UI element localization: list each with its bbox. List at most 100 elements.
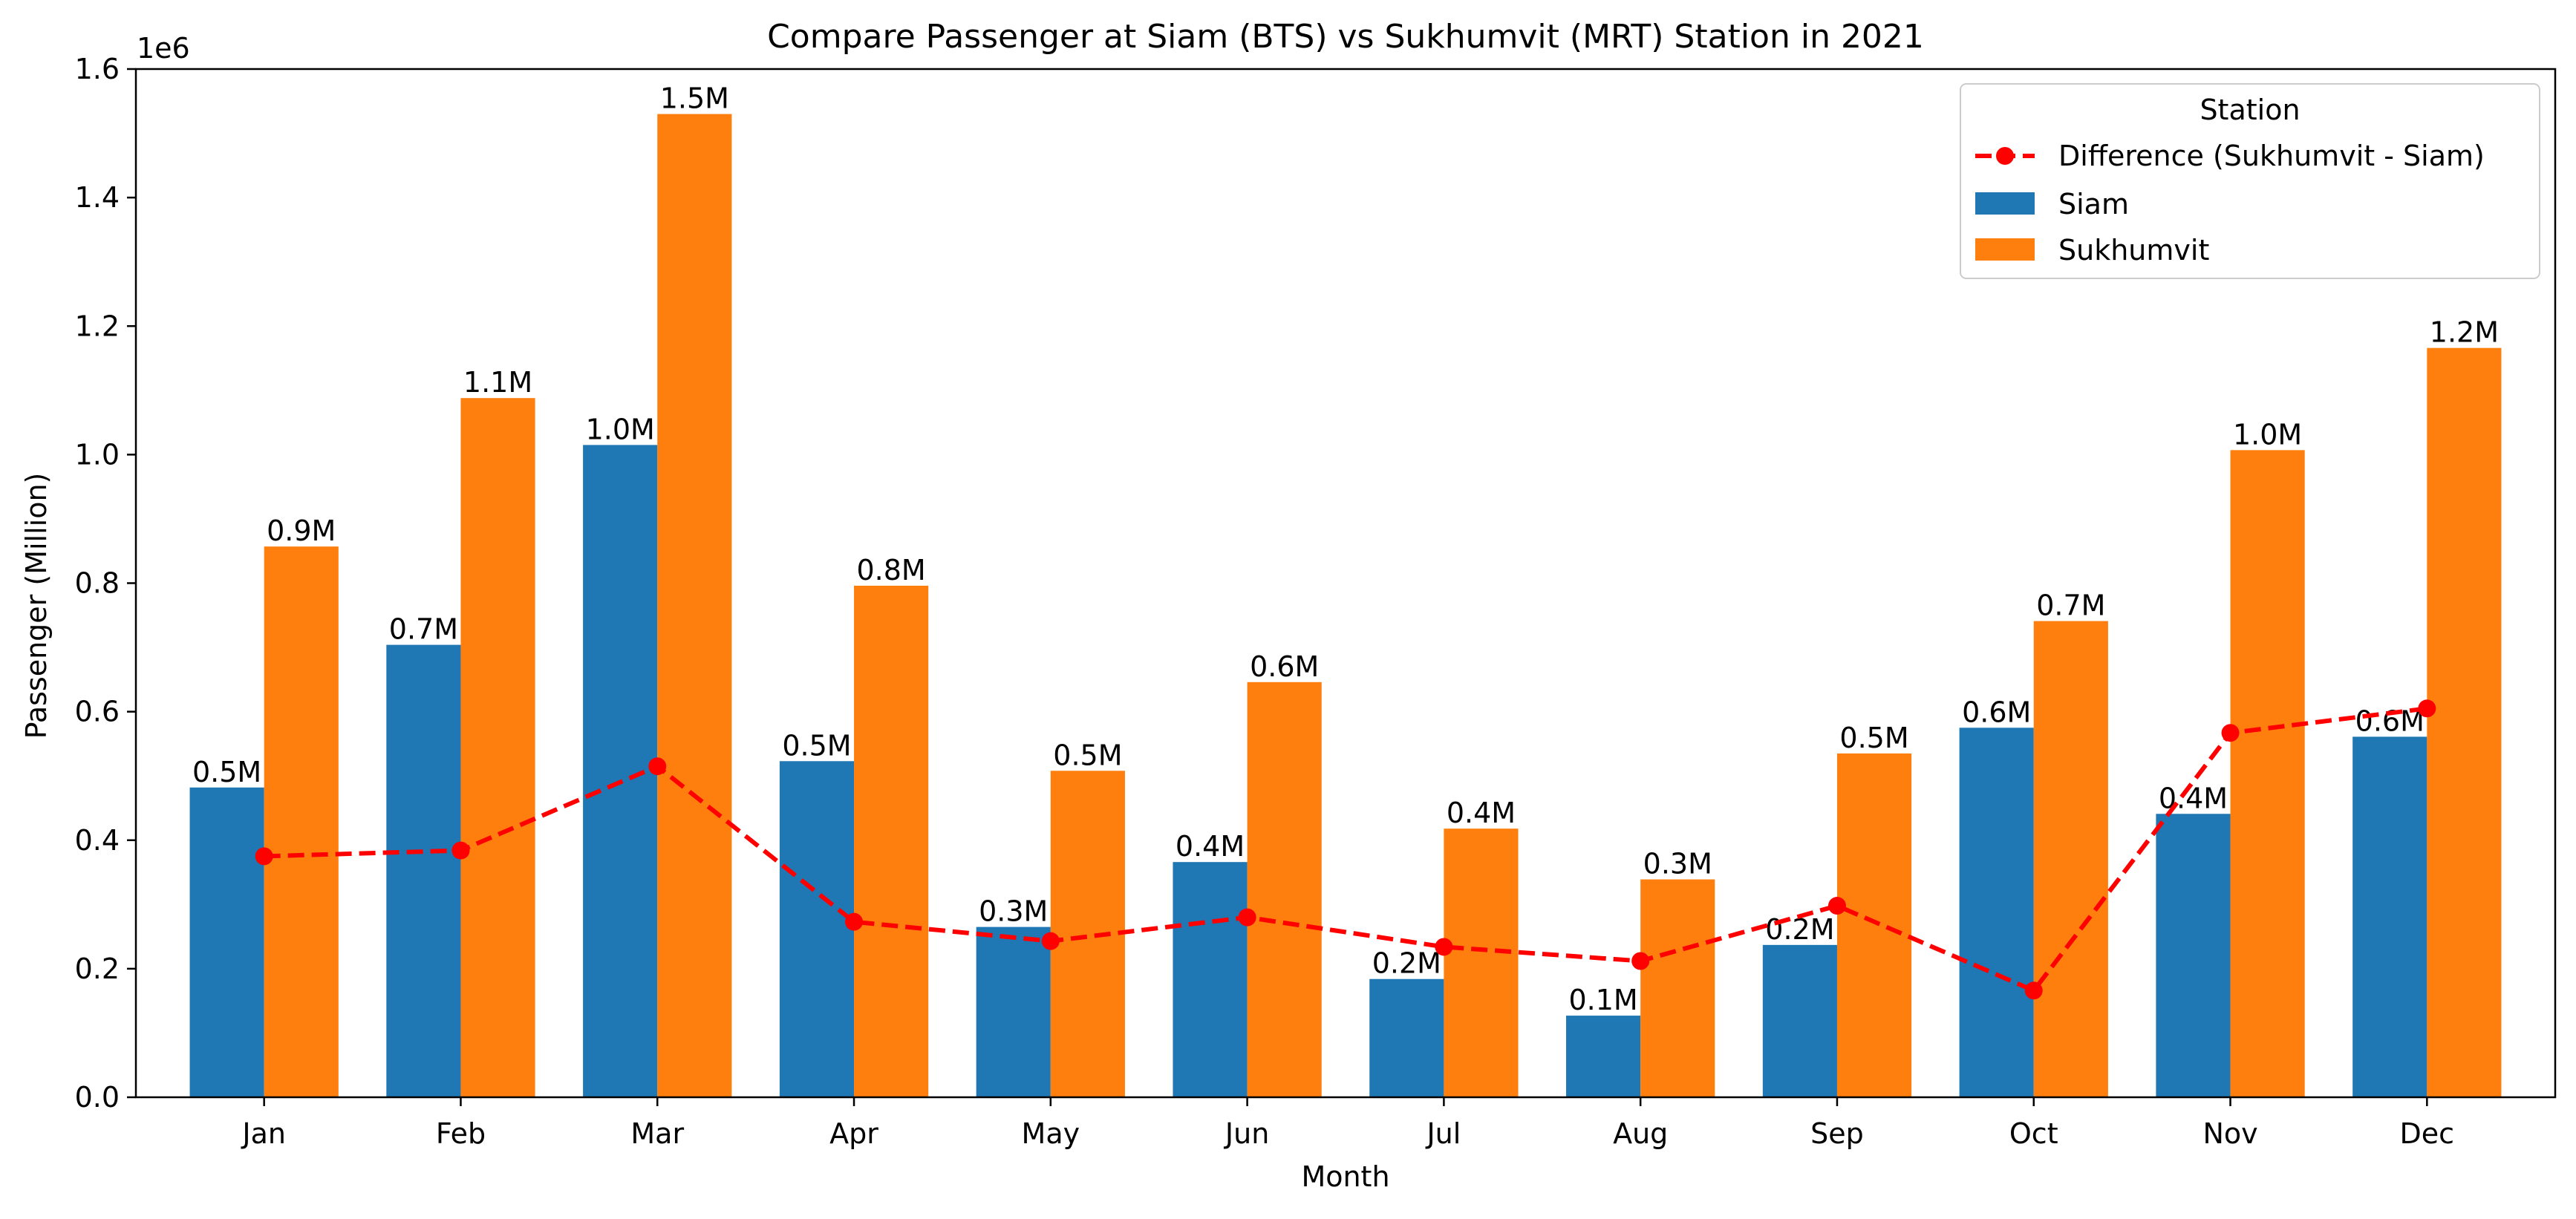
- x-tick-label: Feb: [436, 1117, 486, 1150]
- bar-siam-apr: [779, 761, 855, 1097]
- bar-sukhumvit-sep: [1836, 753, 1912, 1097]
- y-tick-label: 0.6: [75, 696, 120, 728]
- bar-siam-jan: [189, 787, 264, 1097]
- bar-sukhumvit-oct: [2033, 621, 2108, 1097]
- legend-difference-marker-swatch: [1996, 147, 2014, 165]
- bar-sukhumvit-jun: [1247, 682, 1322, 1097]
- bar-data-label: 0.4M: [1447, 797, 1516, 829]
- bar-data-label: 0.5M: [1053, 739, 1122, 771]
- x-tick-label: Oct: [2009, 1117, 2058, 1150]
- bars: [189, 114, 2502, 1097]
- legend-sukhumvit-swatch: [1975, 238, 2035, 261]
- bar-data-label: 1.0M: [2233, 418, 2302, 451]
- y-tick-label: 1.4: [75, 181, 120, 214]
- bar-siam-may: [976, 926, 1051, 1097]
- x-tick-label: Jun: [1224, 1117, 1269, 1150]
- bar-siam-jul: [1369, 978, 1444, 1097]
- x-tick-label: Mar: [630, 1117, 684, 1150]
- chart-title: Compare Passenger at Siam (BTS) vs Sukhu…: [767, 18, 1924, 56]
- bar-data-label: 0.7M: [389, 613, 458, 646]
- difference-point-jun: [1238, 908, 1256, 926]
- y-tick-label: 1.6: [75, 53, 120, 85]
- bar-data-label: 0.5M: [782, 729, 851, 762]
- y-tick-label: 0.2: [75, 952, 120, 985]
- legend-siam-swatch: [1975, 192, 2035, 215]
- bar-data-label: 0.6M: [1962, 696, 2031, 728]
- difference-point-sep: [1827, 897, 1846, 915]
- difference-point-aug: [1631, 952, 1650, 970]
- difference-line: [264, 706, 2427, 993]
- difference-point-nov: [2221, 724, 2240, 742]
- bar-data-label: 0.3M: [979, 895, 1048, 928]
- y-tick-label: 0.0: [75, 1081, 120, 1114]
- difference-point-may: [1041, 932, 1060, 950]
- bar-siam-jun: [1173, 862, 1248, 1097]
- difference-point-dec: [2418, 699, 2436, 718]
- legend-box: [1960, 83, 2540, 279]
- legend-title: Station: [2200, 94, 2300, 126]
- difference-line-series: [255, 699, 2436, 1000]
- y-tick-label: 1.0: [75, 438, 120, 471]
- legend-entry-difference: Difference (Sukhumvit - Siam): [2058, 140, 2485, 172]
- y-tick-label: 1.2: [75, 310, 120, 342]
- difference-point-apr: [845, 912, 864, 931]
- bar-sukhumvit-jul: [1444, 829, 1519, 1097]
- bar-sukhumvit-dec: [2427, 347, 2502, 1097]
- x-axis-ticks: Jan Feb Mar Apr May Jun Jul Aug Sep Oct Nov Dec: [241, 1097, 2454, 1150]
- x-tick-label: Nov: [2202, 1117, 2257, 1150]
- bar-data-label: 0.7M: [2036, 589, 2105, 622]
- x-tick-label: Dec: [2400, 1117, 2455, 1150]
- bar-siam-feb: [386, 644, 461, 1097]
- bar-siam-sep: [1762, 944, 1837, 1097]
- x-tick-label: Sep: [1810, 1117, 1864, 1150]
- bar-data-label: 0.3M: [1643, 848, 1712, 880]
- bar-siam-nov: [2156, 814, 2231, 1097]
- bar-sukhumvit-nov: [2230, 450, 2305, 1097]
- x-tick-label: Aug: [1613, 1117, 1668, 1150]
- bar-data-label: 1.1M: [463, 366, 532, 399]
- bar-sukhumvit-aug: [1640, 879, 1715, 1097]
- bar-data-label: 1.2M: [2430, 316, 2499, 349]
- bar-data-label: 1.5M: [660, 82, 729, 115]
- bar-siam-mar: [583, 445, 658, 1097]
- y-offset-label: 1e6: [137, 32, 190, 65]
- bar-siam-aug: [1566, 1016, 1641, 1097]
- y-axis-label: Passenger (Million): [20, 473, 53, 739]
- bar-sukhumvit-apr: [854, 585, 929, 1097]
- bar-data-label: 0.8M: [856, 554, 925, 586]
- difference-point-jan: [255, 847, 273, 866]
- bar-sukhumvit-feb: [460, 398, 535, 1097]
- bar-data-labels: 0.5M0.7M1.0M0.5M0.3M0.4M0.2M0.1M0.2M0.6M…: [192, 82, 2499, 1016]
- x-tick-label: Apr: [829, 1117, 878, 1150]
- y-axis-ticks: 0.0 0.2 0.4 0.6 0.8 1.0 1.2 1.4 1.6: [75, 53, 136, 1114]
- bar-sukhumvit-may: [1050, 771, 1125, 1097]
- x-axis-label: Month: [1301, 1160, 1389, 1193]
- bar-data-label: 0.4M: [1175, 830, 1245, 863]
- bar-siam-dec: [2352, 736, 2427, 1097]
- bar-data-label: 0.5M: [1839, 722, 1908, 754]
- legend-entry-sukhumvit: Sukhumvit: [2058, 234, 2209, 267]
- bar-sukhumvit-mar: [657, 114, 732, 1097]
- bar-data-label: 0.9M: [267, 514, 336, 547]
- difference-point-mar: [648, 757, 667, 776]
- y-tick-label: 0.4: [75, 824, 120, 857]
- bar-siam-oct: [1959, 728, 2034, 1097]
- bar-data-label: 1.0M: [586, 413, 655, 445]
- difference-point-feb: [451, 841, 470, 860]
- bar-data-label: 0.1M: [1568, 984, 1637, 1016]
- bar-data-label: 0.6M: [1250, 650, 1319, 683]
- x-tick-label: Jul: [1425, 1117, 1461, 1150]
- difference-point-oct: [2024, 981, 2043, 1000]
- bar-sukhumvit-jan: [264, 546, 339, 1097]
- bar-data-label: 0.5M: [192, 756, 261, 788]
- y-tick-label: 0.8: [75, 567, 120, 600]
- plot-area-frame: [134, 68, 2557, 1099]
- legend: Station Difference (Sukhumvit - Siam) Si…: [1960, 83, 2540, 279]
- bar-data-label: 0.2M: [1372, 947, 1441, 980]
- difference-point-jul: [1435, 938, 1453, 956]
- x-tick-label: May: [1022, 1117, 1080, 1150]
- legend-entry-siam: Siam: [2058, 188, 2129, 220]
- x-tick-label: Jan: [241, 1117, 286, 1150]
